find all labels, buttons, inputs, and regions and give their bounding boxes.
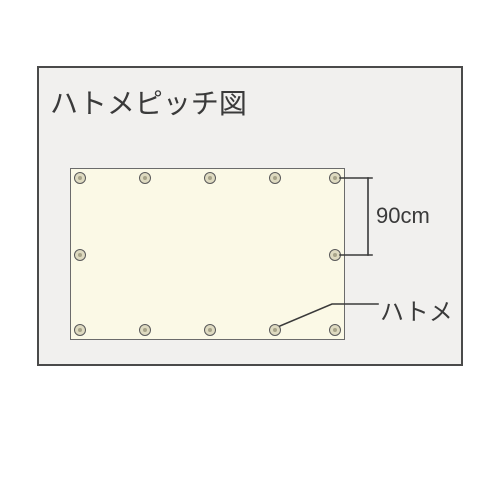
grommet-icon [204, 172, 216, 184]
grommet-icon [269, 172, 281, 184]
grommet-callout-label: ハトメ [380, 292, 453, 327]
grommet-icon [74, 249, 86, 261]
grommet-icon [204, 324, 216, 336]
grommet-icon [139, 324, 151, 336]
grommet-icon [269, 324, 281, 336]
grommet-icon [74, 172, 86, 184]
diagram-title: ハトメピッチ図 [50, 82, 247, 122]
tarp-sheet [70, 168, 345, 340]
grommet-icon [329, 249, 341, 261]
grommet-icon [74, 324, 86, 336]
diagram-canvas: ハトメピッチ図 90cm ハトメ [0, 0, 500, 500]
grommet-icon [329, 324, 341, 336]
dimension-label-90cm: 90cm [376, 203, 430, 229]
grommet-icon [329, 172, 341, 184]
grommet-icon [139, 172, 151, 184]
